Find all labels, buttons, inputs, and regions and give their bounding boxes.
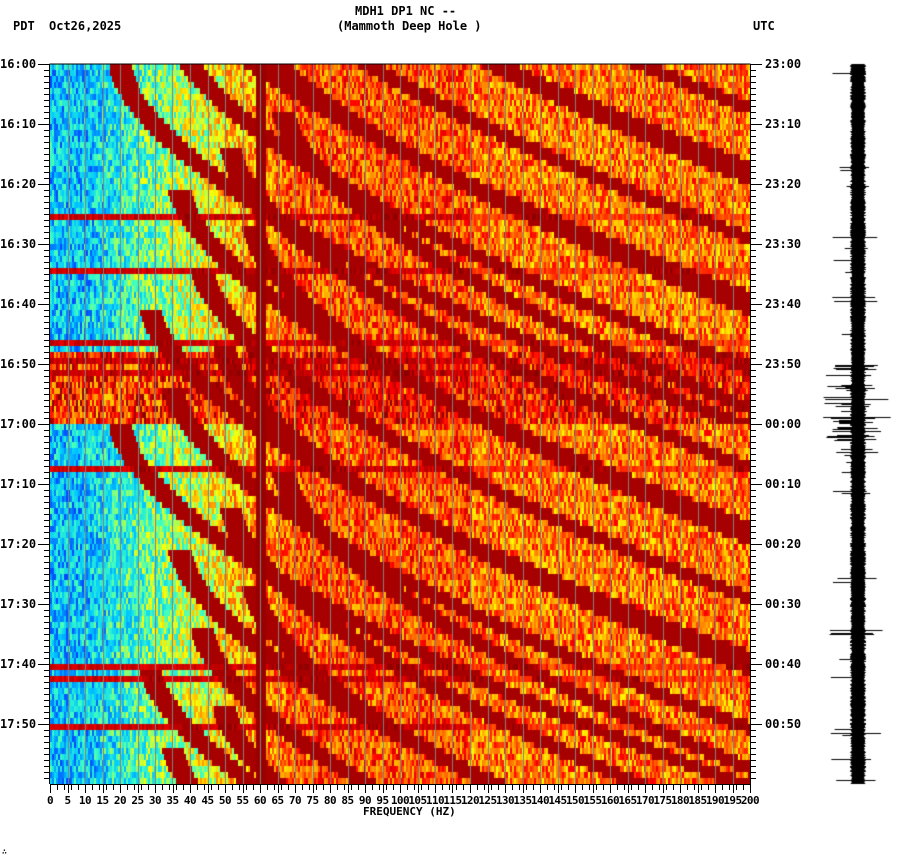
frequency-label: 105: [408, 794, 427, 807]
frequency-label: 95: [376, 794, 389, 807]
frequency-label: 20: [113, 794, 127, 807]
left-time-label: 16:50: [0, 357, 37, 371]
frequency-label: 85: [341, 794, 354, 807]
right-time-label: 23:00: [765, 57, 802, 71]
frequency-label: 55: [236, 794, 249, 807]
left-time-label: 16:30: [0, 237, 37, 251]
station-line: MDH1 DP1 NC --: [355, 4, 457, 18]
station-name: (Mammoth Deep Hole ): [337, 19, 482, 33]
right-timezone: UTC: [753, 19, 775, 33]
frequency-label: 145: [548, 794, 567, 807]
frequency-label: 135: [513, 794, 532, 807]
frequency-label: 5: [64, 794, 71, 807]
left-time-label: 17:00: [0, 417, 37, 431]
frequency-label: 100: [390, 794, 410, 807]
frequency-label: 40: [183, 794, 197, 807]
left-time-label: 17:10: [0, 477, 37, 491]
frequency-label: 75: [306, 794, 319, 807]
frequency-label: 110: [425, 794, 445, 807]
frequency-label: 115: [443, 794, 462, 807]
left-time-label: 16:00: [0, 57, 37, 71]
left-time-label: 16:40: [0, 297, 37, 311]
seismogram-trace: [820, 60, 902, 790]
frequency-label: 165: [618, 794, 637, 807]
frequency-label: 155: [583, 794, 602, 807]
frequency-label: 175: [653, 794, 672, 807]
right-time-label: 23:10: [765, 117, 802, 131]
left-time-label: 16:10: [0, 117, 37, 131]
right-time-label: 00:10: [765, 477, 802, 491]
right-time-label: 00:30: [765, 597, 802, 611]
frequency-label: 190: [705, 794, 725, 807]
frequency-label: 30: [148, 794, 162, 807]
frequency-label: 200: [740, 794, 760, 807]
frequency-label: 70: [288, 794, 302, 807]
left-time-label: 17:20: [0, 537, 37, 551]
frequency-label: 170: [635, 794, 655, 807]
frequency-label: 10: [78, 794, 92, 807]
frequency-label: 120: [460, 794, 480, 807]
right-time-label: 00:00: [765, 417, 802, 431]
right-time-label: 00:20: [765, 537, 802, 551]
right-time-label: 23:50: [765, 357, 802, 371]
frequency-label: 185: [688, 794, 707, 807]
date-label: Oct26,2025: [49, 19, 122, 33]
left-time-label: 17:40: [0, 657, 37, 671]
frequency-label: 80: [323, 794, 337, 807]
frequency-label: 130: [495, 794, 515, 807]
frequency-label: 195: [723, 794, 742, 807]
right-time-label: 23:20: [765, 177, 802, 191]
left-timezone: PDT: [13, 19, 35, 33]
left-time-label: 17:50: [0, 717, 37, 731]
frequency-label: 60: [253, 794, 267, 807]
x-axis-title: FREQUENCY (HZ): [363, 805, 456, 818]
left-time-label: 17:30: [0, 597, 37, 611]
frequency-label: 125: [478, 794, 497, 807]
frequency-label: 90: [358, 794, 372, 807]
footer-mark: ∴: [2, 847, 7, 856]
frequency-label: 140: [530, 794, 550, 807]
left-time-label: 16:20: [0, 177, 37, 191]
frequency-label: 15: [96, 794, 109, 807]
frequency-label: 150: [565, 794, 585, 807]
frequency-label: 180: [670, 794, 690, 807]
frequency-label: 0: [46, 794, 54, 807]
frequency-label: 160: [600, 794, 620, 807]
spectrogram-heatmap: [50, 64, 750, 784]
frequency-label: 65: [271, 794, 284, 807]
right-time-label: 00:50: [765, 717, 802, 731]
frequency-label: 45: [201, 794, 214, 807]
frequency-label: 25: [131, 794, 144, 807]
frequency-label: 50: [218, 794, 232, 807]
frequency-label: 35: [166, 794, 179, 807]
right-time-label: 23:40: [765, 297, 802, 311]
right-time-label: 23:30: [765, 237, 802, 251]
right-time-label: 00:40: [765, 657, 802, 671]
